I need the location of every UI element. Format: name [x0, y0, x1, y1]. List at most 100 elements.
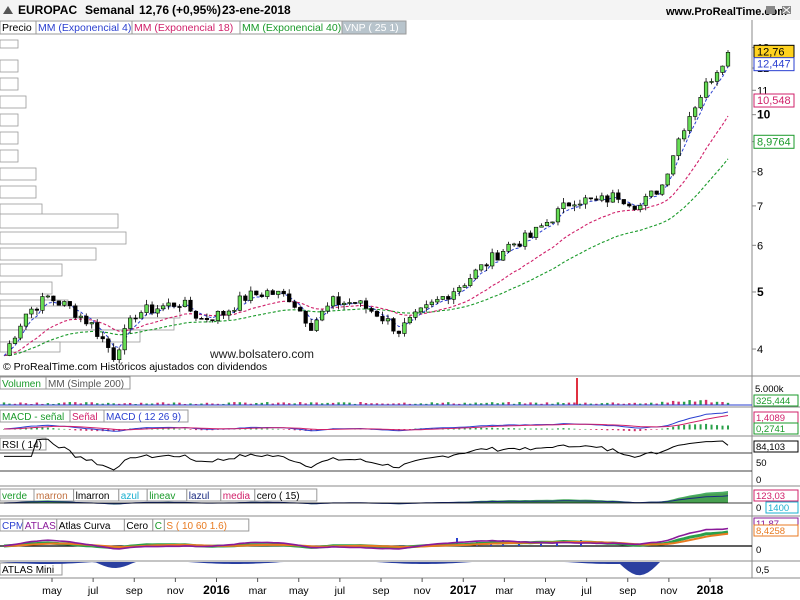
macd-histogram-bar — [194, 429, 197, 431]
cpm-y-tick: 0 — [756, 545, 761, 556]
rsi-tick-50: 50 — [756, 458, 767, 469]
macd-histogram-bar — [255, 428, 258, 430]
minimize-icon[interactable] — [766, 6, 775, 14]
volume-bar — [655, 403, 658, 405]
candle-body — [660, 184, 665, 195]
volume-bar — [46, 403, 50, 405]
candle-body — [67, 301, 72, 307]
candle-body — [709, 81, 714, 83]
cpm-legend-box[interactable] — [163, 518, 250, 532]
volume-bar — [490, 402, 494, 405]
macd-histogram-bar — [3, 429, 5, 430]
volume-bar — [298, 402, 302, 405]
strength-legend-0: verde — [2, 491, 27, 502]
candle-body — [62, 301, 67, 306]
volume-bar — [397, 403, 401, 405]
site-link[interactable]: www.ProRealTime.com — [665, 6, 787, 18]
volume-bar — [266, 402, 269, 405]
volume-bar — [85, 402, 88, 405]
macd-histogram-bar — [288, 429, 291, 430]
candle-body — [605, 195, 610, 203]
volume-bar — [463, 402, 466, 405]
candle-body — [468, 278, 473, 286]
candle-body — [45, 295, 50, 298]
candle-body — [177, 306, 182, 308]
candle-body — [418, 307, 423, 313]
volume-bar — [288, 403, 291, 405]
candle-body — [237, 295, 242, 311]
volume-bar — [458, 403, 461, 405]
volume-bar — [611, 402, 615, 405]
cpm-legend-3: Cero — [126, 521, 148, 532]
volume-profile-bar — [0, 341, 61, 353]
candle-body — [506, 243, 511, 252]
legend-box-vnp[interactable] — [341, 20, 407, 35]
macd-histogram-bar — [694, 424, 697, 430]
volume-bar — [282, 402, 285, 405]
candle-body — [517, 243, 522, 247]
price-value-tag: 10,548 — [757, 95, 791, 107]
volume-bar — [326, 402, 329, 405]
volume-bar — [375, 403, 379, 405]
candle-body — [248, 290, 253, 301]
volume-bar — [35, 402, 39, 405]
candle-body — [654, 190, 659, 195]
volume-bar — [682, 401, 686, 405]
candle-body — [89, 322, 94, 325]
legend-volume: Volumen — [2, 379, 41, 390]
volume-bar — [688, 400, 691, 405]
volume-bar — [309, 402, 313, 405]
macd-histogram-bar — [260, 428, 263, 430]
macd-histogram-bar — [507, 428, 510, 430]
volume-bar — [573, 402, 576, 405]
volume-bar — [633, 402, 636, 405]
volume-profile-bar — [0, 113, 19, 127]
legend-ema40: MM (Exponencial 40) — [242, 22, 341, 34]
volume-bar — [337, 402, 340, 405]
x-tick-label: nov — [660, 585, 678, 597]
candle-body — [599, 195, 604, 201]
candle-body — [336, 296, 341, 305]
candle-body — [555, 208, 561, 223]
volume-bar — [331, 402, 335, 405]
candle-body — [117, 349, 122, 361]
macd-histogram-bar — [74, 429, 77, 431]
candle-body — [407, 317, 412, 324]
candle-body — [149, 304, 155, 314]
macd-histogram-bar — [57, 428, 60, 430]
volume-bar — [452, 403, 455, 405]
volume-profile-bar — [0, 39, 19, 49]
candle-body — [374, 311, 380, 317]
volume-bar — [721, 401, 724, 405]
x-tick-label: jul — [87, 585, 99, 597]
candle-body — [341, 302, 347, 305]
candle-body — [649, 190, 654, 197]
x-tick-label: sep — [373, 585, 390, 597]
candle-body — [232, 310, 237, 312]
macd-histogram-bar — [529, 428, 532, 430]
collapse-arrow-icon[interactable] — [3, 6, 13, 14]
candle-body — [594, 198, 599, 201]
volume-bar — [304, 403, 307, 405]
volume-bar — [617, 403, 620, 405]
candle-body — [369, 308, 374, 312]
x-tick-label: 2016 — [203, 583, 230, 597]
strength-legend-4: lineav — [149, 491, 175, 502]
volume-bar — [13, 403, 17, 405]
macd-histogram-bar — [633, 429, 636, 432]
macd-histogram-bar — [606, 429, 609, 431]
volume-bar — [260, 402, 263, 405]
volume-bar — [715, 401, 719, 405]
candle-body — [457, 287, 462, 292]
volume-bar — [650, 402, 653, 405]
volume-bar — [112, 403, 115, 405]
atlas-y-tick: 0,5 — [756, 565, 769, 576]
candle-body — [451, 291, 456, 300]
strength-legend-box[interactable] — [254, 488, 318, 502]
macd-histogram-bar — [63, 428, 66, 430]
strength-legend-5: lazul — [189, 491, 210, 502]
close-icon[interactable] — [782, 6, 791, 14]
volume-bar — [436, 403, 439, 405]
